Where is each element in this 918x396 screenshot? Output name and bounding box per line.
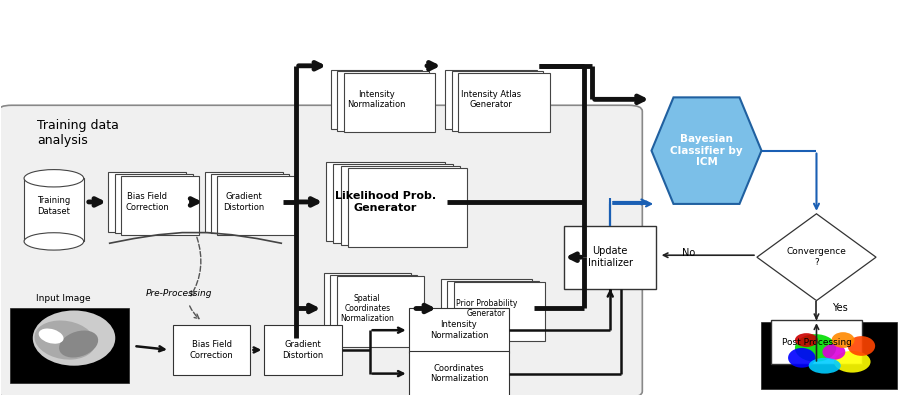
Text: Prior Probability
Generator: Prior Probability Generator xyxy=(456,299,517,318)
FancyBboxPatch shape xyxy=(409,351,509,396)
Ellipse shape xyxy=(33,310,116,366)
FancyBboxPatch shape xyxy=(453,282,545,341)
Text: Bias Field
Correction: Bias Field Correction xyxy=(126,192,169,211)
Text: Intensity Atlas
Generator: Intensity Atlas Generator xyxy=(461,89,521,109)
Text: Bias Field
Correction: Bias Field Correction xyxy=(190,340,233,360)
Bar xyxy=(10,308,129,383)
Text: Intensity
Normalization: Intensity Normalization xyxy=(430,320,488,340)
Ellipse shape xyxy=(59,331,98,358)
FancyBboxPatch shape xyxy=(218,176,296,235)
Text: Update
Initializer: Update Initializer xyxy=(588,246,633,268)
Ellipse shape xyxy=(832,332,855,348)
FancyBboxPatch shape xyxy=(409,308,509,353)
FancyBboxPatch shape xyxy=(770,320,862,364)
Ellipse shape xyxy=(788,348,815,367)
Ellipse shape xyxy=(809,358,841,373)
Polygon shape xyxy=(757,214,876,301)
Text: Bayesian
Classifier by
ICM: Bayesian Classifier by ICM xyxy=(670,134,743,167)
Text: Coordinates
Normalization: Coordinates Normalization xyxy=(430,364,488,383)
Text: Likelihood Prob.
Generator: Likelihood Prob. Generator xyxy=(335,191,436,213)
FancyBboxPatch shape xyxy=(341,166,460,245)
FancyBboxPatch shape xyxy=(458,73,550,132)
FancyBboxPatch shape xyxy=(333,164,453,243)
FancyBboxPatch shape xyxy=(326,162,445,242)
Text: No: No xyxy=(681,248,695,258)
FancyBboxPatch shape xyxy=(173,325,251,375)
FancyBboxPatch shape xyxy=(441,279,532,338)
Text: Input Image: Input Image xyxy=(36,293,90,303)
Text: Gradient
Distortion: Gradient Distortion xyxy=(223,192,264,211)
Text: Training data
analysis: Training data analysis xyxy=(38,119,119,147)
FancyBboxPatch shape xyxy=(211,174,289,233)
Text: Convergence
?: Convergence ? xyxy=(787,248,846,267)
FancyBboxPatch shape xyxy=(0,105,643,396)
FancyBboxPatch shape xyxy=(330,70,422,129)
FancyBboxPatch shape xyxy=(447,280,539,340)
Text: Pre-Processing: Pre-Processing xyxy=(146,289,213,298)
Text: Yes: Yes xyxy=(832,303,847,314)
Text: Training
Dataset: Training Dataset xyxy=(38,196,71,215)
Bar xyxy=(762,322,897,389)
Ellipse shape xyxy=(24,233,84,250)
FancyBboxPatch shape xyxy=(348,168,467,247)
Ellipse shape xyxy=(847,336,875,356)
Bar xyxy=(24,178,84,242)
Text: Spatial
Coordinates
Normalization: Spatial Coordinates Normalization xyxy=(341,293,394,324)
FancyBboxPatch shape xyxy=(337,276,424,347)
FancyBboxPatch shape xyxy=(343,73,435,132)
FancyBboxPatch shape xyxy=(121,176,199,235)
FancyBboxPatch shape xyxy=(115,174,193,233)
Ellipse shape xyxy=(823,344,845,360)
FancyBboxPatch shape xyxy=(445,70,537,129)
Text: Gradient
Distortion: Gradient Distortion xyxy=(283,340,324,360)
FancyBboxPatch shape xyxy=(565,226,656,289)
Text: Post Processing: Post Processing xyxy=(781,337,851,346)
Ellipse shape xyxy=(795,333,818,347)
FancyBboxPatch shape xyxy=(324,273,411,344)
FancyBboxPatch shape xyxy=(330,275,418,346)
FancyBboxPatch shape xyxy=(264,325,342,375)
Ellipse shape xyxy=(39,329,63,344)
Ellipse shape xyxy=(834,351,870,373)
Text: Intensity
Normalization: Intensity Normalization xyxy=(347,89,406,109)
Polygon shape xyxy=(652,97,762,204)
Ellipse shape xyxy=(35,320,95,360)
FancyBboxPatch shape xyxy=(205,172,283,232)
Ellipse shape xyxy=(24,169,84,187)
FancyBboxPatch shape xyxy=(452,71,543,131)
FancyBboxPatch shape xyxy=(108,172,186,232)
Ellipse shape xyxy=(795,334,836,362)
FancyBboxPatch shape xyxy=(337,71,429,131)
